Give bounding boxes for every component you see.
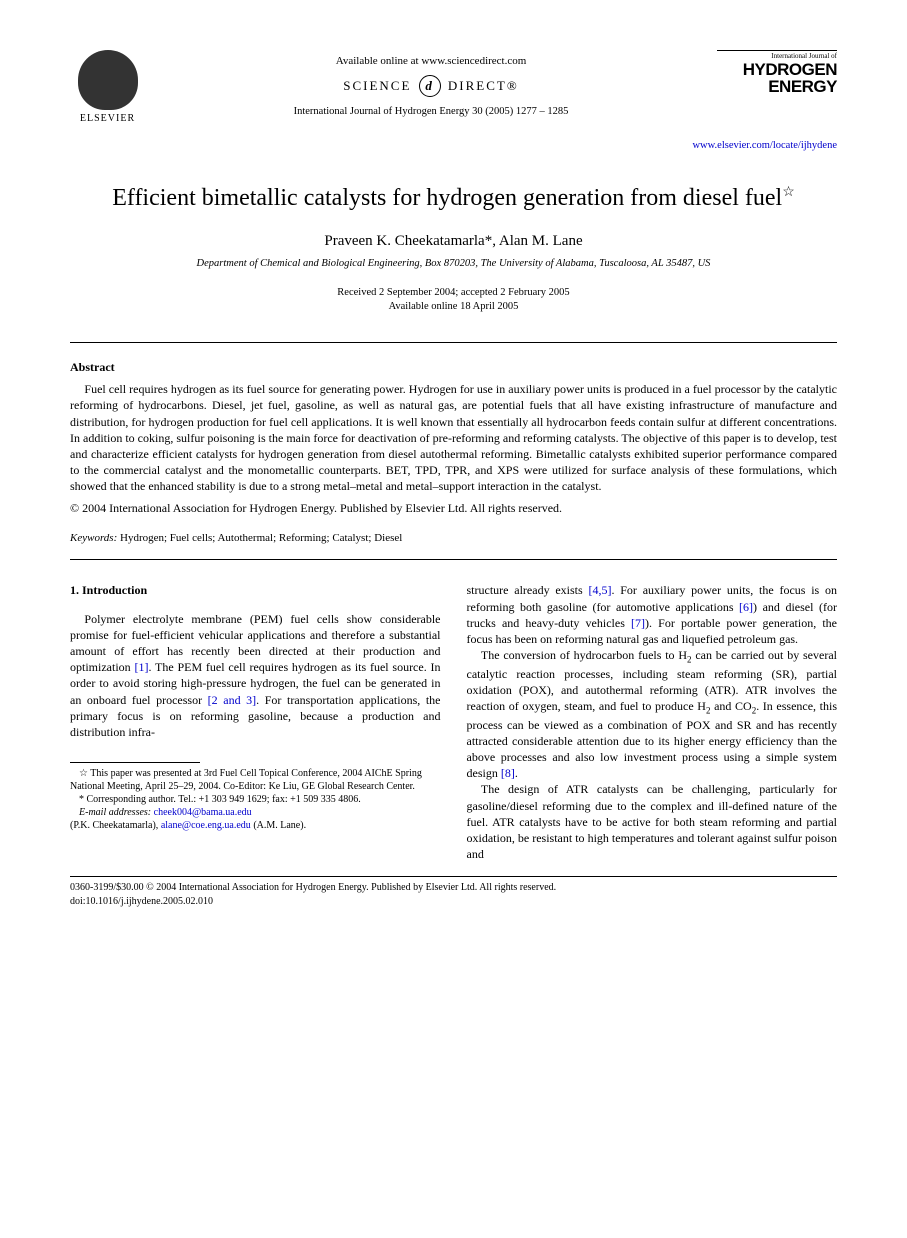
intro-para-3: The design of ATR catalysts can be chall… <box>467 781 838 862</box>
intro-para-1: Polymer electrolyte membrane (PEM) fuel … <box>70 611 441 741</box>
elsevier-tree-icon <box>78 50 138 110</box>
email-2[interactable]: alane@coe.eng.ua.edu <box>161 820 251 831</box>
paper-page: ELSEVIER Available online at www.science… <box>0 0 907 948</box>
sd-d-icon: d <box>419 75 441 97</box>
title-star-icon: ☆ <box>782 185 795 200</box>
journal-url[interactable]: www.elsevier.com/locate/ijhydene <box>70 139 837 153</box>
elsevier-logo: ELSEVIER <box>70 50 145 135</box>
sciencedirect-logo: SCIENCE d DIRECT® <box>145 75 717 97</box>
header-row: ELSEVIER Available online at www.science… <box>70 50 837 135</box>
footer-copyright: 0360-3199/$30.00 © 2004 International As… <box>70 876 837 908</box>
keywords-label: Keywords: <box>70 532 117 544</box>
body-columns: 1. Introduction Polymer electrolyte memb… <box>70 582 837 862</box>
abstract-heading: Abstract <box>70 359 837 375</box>
email-label: E-mail addresses: <box>79 807 151 818</box>
journal-reference: International Journal of Hydrogen Energy… <box>145 105 717 119</box>
paper-title: Efficient bimetallic catalysts for hydro… <box>110 183 797 213</box>
footnote-separator <box>70 762 200 763</box>
intro-para-2: The conversion of hydrocarbon fuels to H… <box>467 647 838 781</box>
cite-2-3[interactable]: [2 and 3] <box>208 693 257 707</box>
keywords-line: Keywords: Hydrogen; Fuel cells; Autother… <box>70 531 837 546</box>
footer-line1: 0360-3199/$30.00 © 2004 International As… <box>70 881 837 895</box>
received-date: Received 2 September 2004; accepted 2 Fe… <box>70 286 837 300</box>
elsevier-text: ELSEVIER <box>80 112 135 126</box>
cite-4-5[interactable]: [4,5] <box>588 583 611 597</box>
authors: Praveen K. Cheekatamarla*, Alan M. Lane <box>70 231 837 251</box>
abstract-body: Fuel cell requires hydrogen as its fuel … <box>70 381 837 494</box>
cite-7[interactable]: [7] <box>631 616 645 630</box>
online-date: Available online 18 April 2005 <box>70 300 837 314</box>
cite-1[interactable]: [1] <box>134 660 148 674</box>
footnote-star: ☆ This paper was presented at 3rd Fuel C… <box>70 767 441 793</box>
sd-left: SCIENCE <box>343 78 411 93</box>
rule-top <box>70 342 837 343</box>
footnote-emails-2: (P.K. Cheekatamarla), alane@coe.eng.ua.e… <box>70 819 441 832</box>
right-column: structure already exists [4,5]. For auxi… <box>467 582 838 862</box>
sd-right: DIRECT® <box>448 78 519 93</box>
dates-block: Received 2 September 2004; accepted 2 Fe… <box>70 286 837 314</box>
footnote-emails: E-mail addresses: cheek004@bama.ua.edu <box>70 806 441 819</box>
affiliation: Department of Chemical and Biological En… <box>70 257 837 271</box>
title-text: Efficient bimetallic catalysts for hydro… <box>112 185 782 211</box>
journal-logo-line2: ENERGY <box>717 78 837 95</box>
abstract-text: Fuel cell requires hydrogen as its fuel … <box>70 381 837 494</box>
footnotes: ☆ This paper was presented at 3rd Fuel C… <box>70 767 441 832</box>
cite-8[interactable]: [8] <box>501 766 515 780</box>
journal-logo-line1: HYDROGEN <box>717 61 837 78</box>
left-column: 1. Introduction Polymer electrolyte memb… <box>70 582 441 862</box>
section-1-heading: 1. Introduction <box>70 582 441 598</box>
header-center: Available online at www.sciencedirect.co… <box>145 50 717 119</box>
footnote-corresponding: * Corresponding author. Tel.: +1 303 949… <box>70 793 441 806</box>
intro-para-1-cont: structure already exists [4,5]. For auxi… <box>467 582 838 647</box>
available-online-text: Available online at www.sciencedirect.co… <box>145 54 717 69</box>
rule-bottom <box>70 559 837 560</box>
abstract-copyright: © 2004 International Association for Hyd… <box>70 500 837 516</box>
cite-6[interactable]: [6] <box>739 600 753 614</box>
footer-doi: doi:10.1016/j.ijhydene.2005.02.010 <box>70 895 837 909</box>
journal-logo: International Journal of HYDROGEN ENERGY <box>717 50 837 95</box>
email-1[interactable]: cheek004@bama.ua.edu <box>154 807 252 818</box>
keywords-list: Hydrogen; Fuel cells; Autothermal; Refor… <box>120 532 402 544</box>
